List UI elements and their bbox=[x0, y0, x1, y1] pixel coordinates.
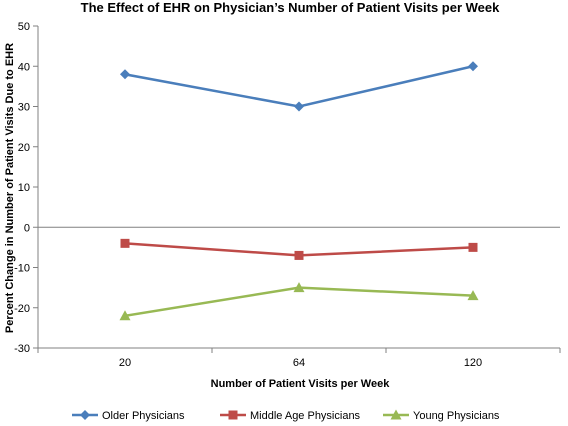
x-tick-label: 64 bbox=[293, 357, 305, 369]
y-tick-label: -10 bbox=[14, 263, 30, 275]
y-tick-label: -30 bbox=[14, 343, 30, 355]
data-point bbox=[119, 310, 131, 321]
series-layer bbox=[119, 61, 479, 321]
legend: Older Physicians Middle Age Physicians You… bbox=[72, 409, 500, 422]
series-2 bbox=[119, 282, 479, 321]
y-tick-label: 30 bbox=[18, 102, 30, 114]
data-point bbox=[468, 61, 478, 72]
data-point bbox=[294, 250, 304, 260]
y-tick-label: 20 bbox=[18, 142, 30, 154]
axes: -30 -20 -10 0 10 20 30 40 50 20 64 120 bbox=[14, 21, 561, 369]
data-point bbox=[120, 238, 130, 248]
y-tick-label: 40 bbox=[18, 61, 30, 73]
legend-item: Young Physicians bbox=[383, 409, 500, 422]
series-line bbox=[124, 65, 474, 108]
legend-label: Older Physicians bbox=[102, 410, 185, 422]
y-axis-title: Percent Change in Number of Patient Visi… bbox=[4, 43, 16, 333]
series-1 bbox=[120, 238, 478, 260]
data-point bbox=[294, 101, 304, 112]
data-point bbox=[293, 282, 305, 293]
y-tick-label: -20 bbox=[14, 303, 30, 315]
data-point bbox=[468, 242, 478, 252]
legend-item: Middle Age Physicians bbox=[220, 410, 361, 422]
y-tick-label: 10 bbox=[18, 182, 30, 194]
legend-label: Middle Age Physicians bbox=[250, 410, 361, 422]
x-axis-title: Number of Patient Visits per Week bbox=[211, 378, 391, 390]
x-tick-label: 20 bbox=[119, 357, 131, 369]
data-point bbox=[467, 290, 479, 301]
legend-label: Young Physicians bbox=[413, 410, 500, 422]
chart-title: The Effect of EHR on Physician’s Number … bbox=[81, 0, 501, 15]
x-tick-label: 120 bbox=[464, 357, 482, 369]
legend-marker bbox=[80, 410, 90, 420]
legend-item: Older Physicians bbox=[72, 410, 185, 422]
data-point bbox=[120, 69, 130, 80]
y-tick-label: 0 bbox=[24, 222, 30, 234]
series-0 bbox=[120, 61, 478, 112]
legend-marker bbox=[228, 410, 238, 420]
y-tick-label: 50 bbox=[18, 21, 30, 33]
legend-marker bbox=[390, 409, 402, 420]
